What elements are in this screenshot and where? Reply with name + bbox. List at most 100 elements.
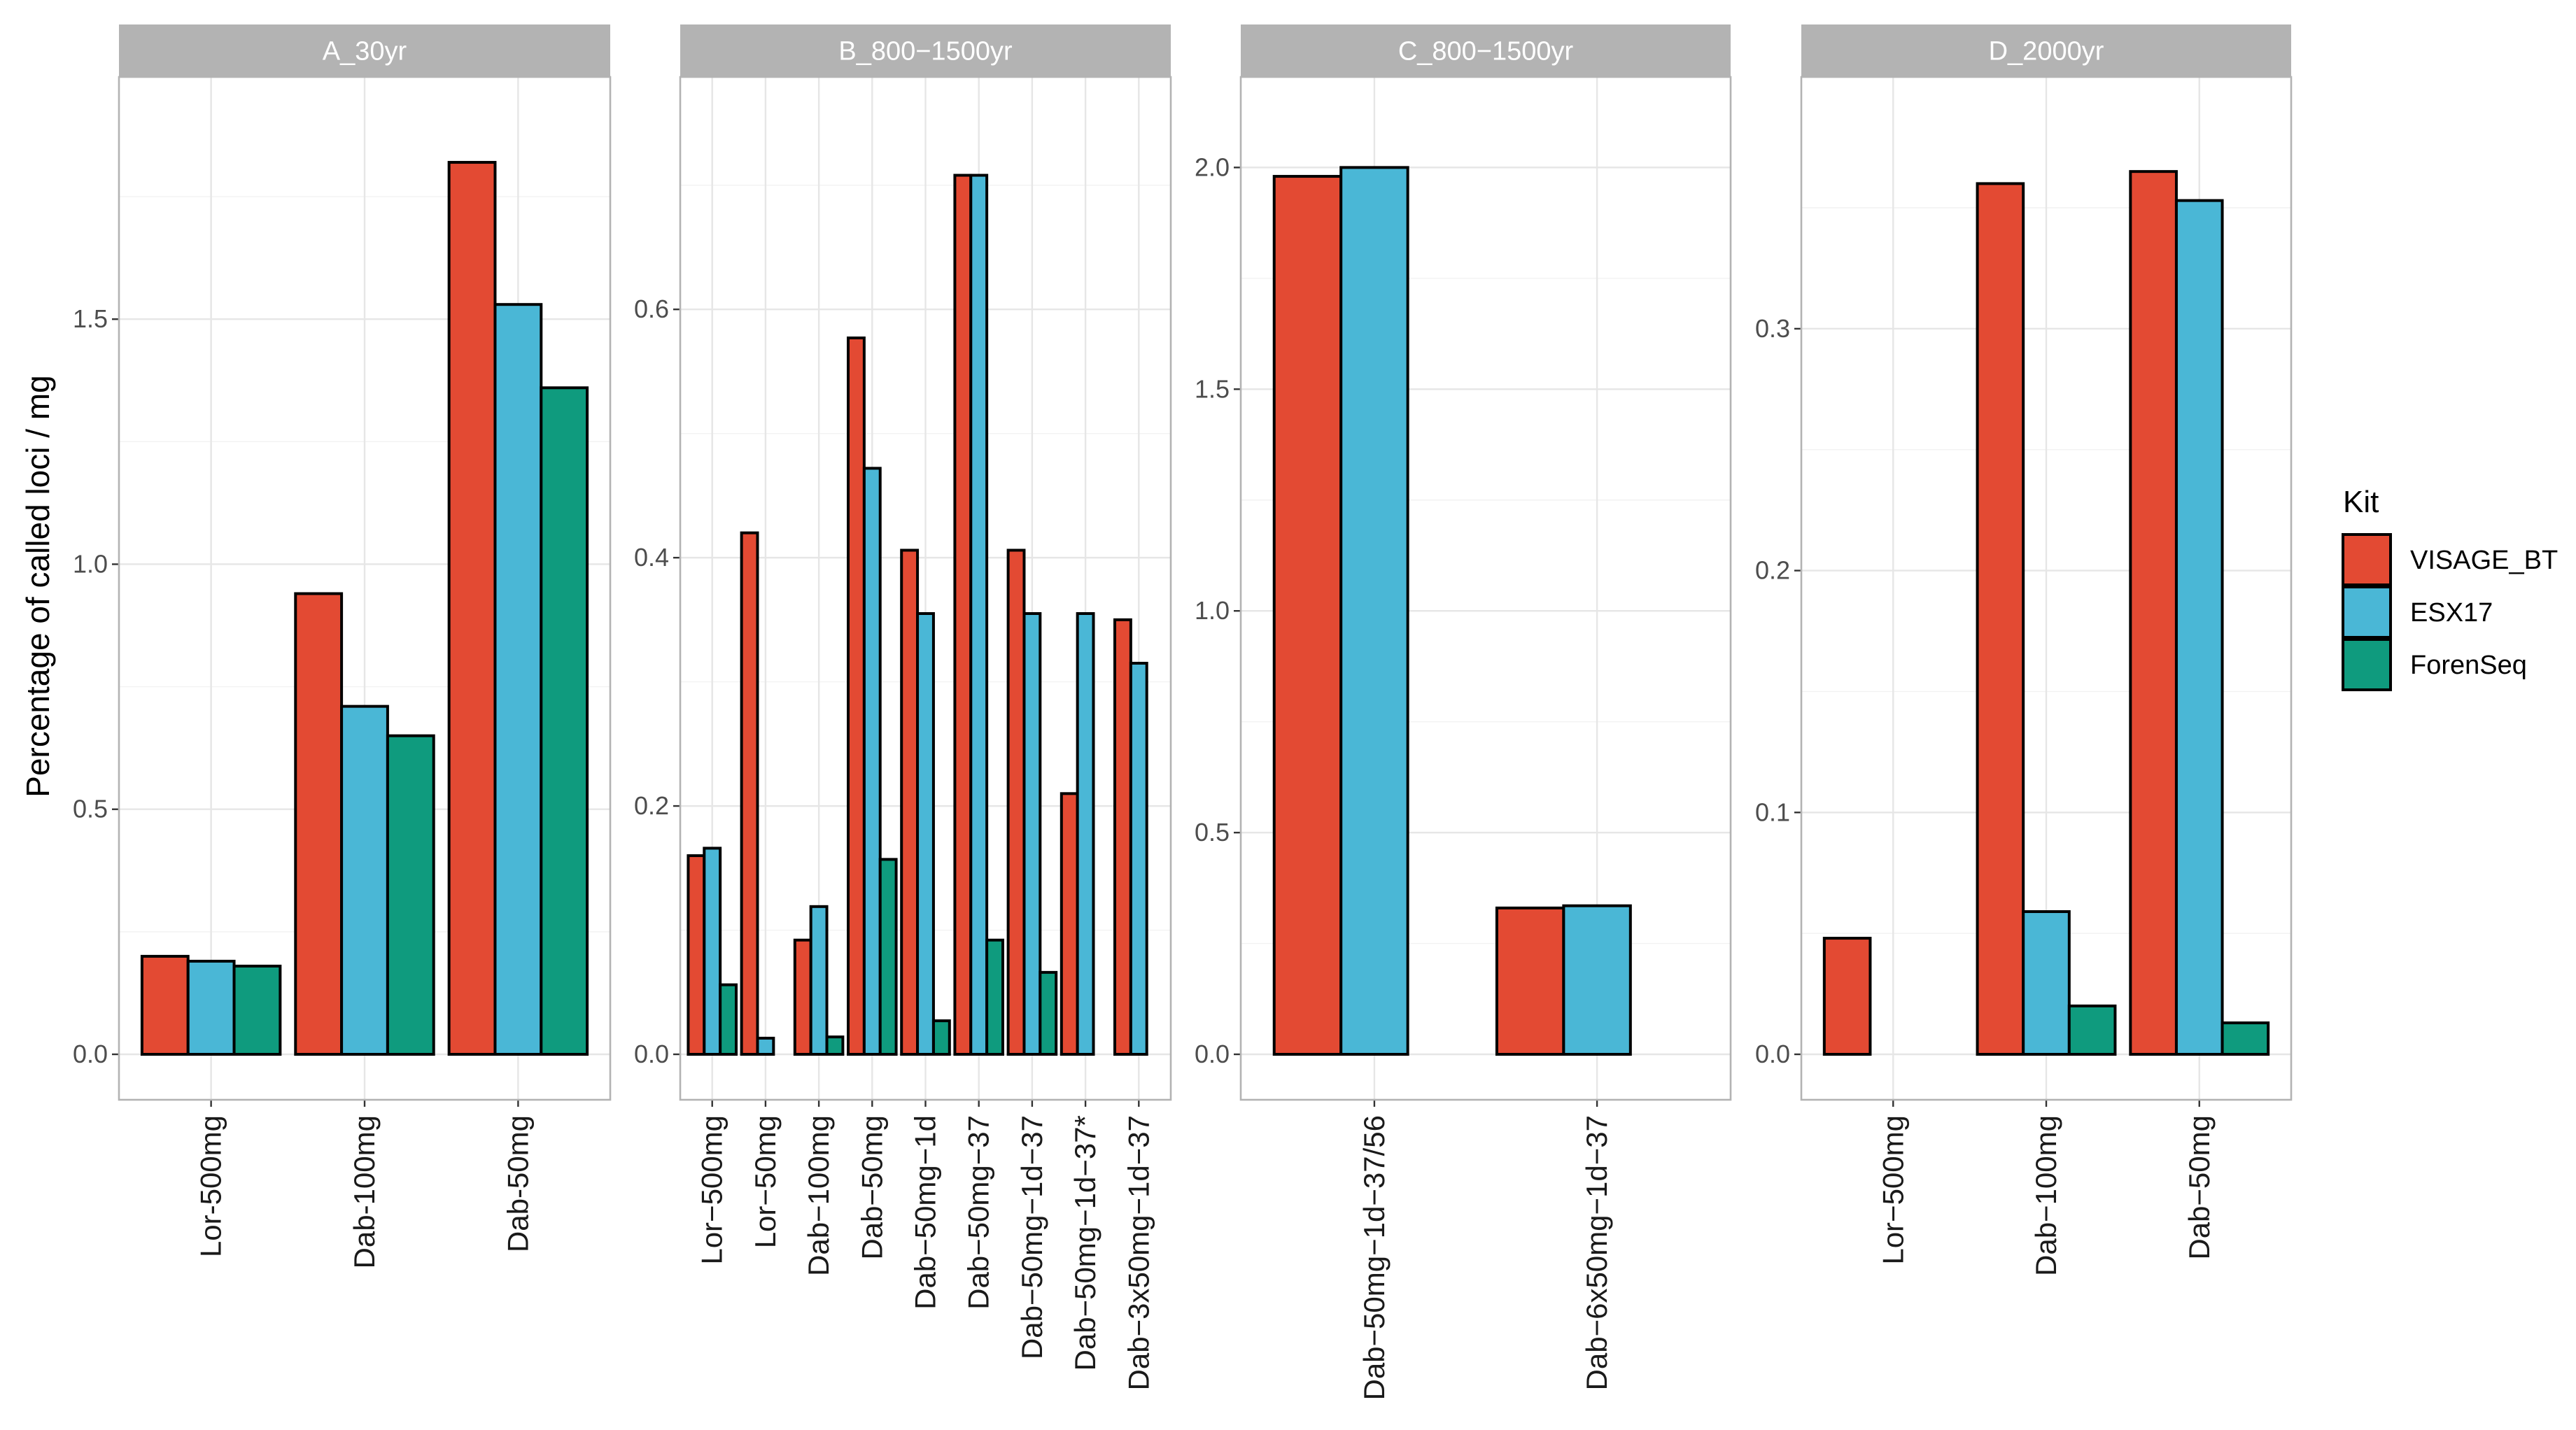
legend-title: Kit: [2343, 485, 2379, 519]
x-tick-label: Dab−50mg−37: [962, 1115, 995, 1310]
x-tick-label: Dab−50mg−1d−37/56: [1358, 1115, 1391, 1401]
y-axis-label: Percentage of called loci / mg: [20, 375, 56, 797]
bar: [969, 174, 989, 1056]
bar: [756, 1036, 775, 1056]
bar: [900, 548, 920, 1056]
x-tick-label: Dab−3x50mg−1d−37: [1122, 1115, 1155, 1390]
panel-border: [1800, 76, 2293, 1101]
bar: [232, 964, 282, 1056]
bar: [2220, 1021, 2270, 1056]
facet-panel: B_800−1500yr 0.0 0.2 0.4 0.6 Lor−500mg Lor−50m…: [634, 24, 1172, 1390]
legend: Kit VISAGE_BT ESX17 ForenSeq: [2342, 485, 2558, 691]
facet-panel: D_2000yr 0.0 0.1 0.2 0.3 Lor−500mg Dab−100mg Da…: [1755, 24, 2293, 1276]
y-tick-label: 0.4: [634, 543, 669, 572]
x-tick-label: Dab−50mg−1d−37*: [1069, 1115, 1102, 1371]
bar: [1022, 611, 1042, 1056]
x-tick-label: Dab−100mg: [802, 1115, 835, 1276]
facet-title: D_2000yr: [1989, 37, 2104, 66]
bar: [294, 592, 344, 1056]
facet-panel: C_800−1500yr 0.0 0.5 1.0 1.5 2.0 Dab−50mg−1d−3…: [1195, 24, 1732, 1401]
bar: [1129, 661, 1148, 1056]
bar: [1562, 904, 1632, 1056]
x-tick-label: Lor−500mg: [1876, 1115, 1909, 1265]
bar: [2067, 1004, 2117, 1056]
bar: [1976, 182, 2025, 1056]
y-tick-label: 0.2: [634, 791, 669, 820]
bar: [847, 337, 866, 1056]
bar: [1060, 792, 1079, 1056]
x-tick-label: Lor−50mg: [749, 1115, 782, 1248]
y-tick-label: 1.5: [73, 304, 108, 333]
bar: [931, 1019, 951, 1056]
y-tick-label: 0.6: [634, 295, 669, 323]
y-tick-label: 1.0: [73, 549, 108, 578]
bar: [386, 734, 435, 1056]
bar: [2174, 199, 2224, 1056]
panel-border: [118, 76, 612, 1101]
legend-label: ForenSeq: [2410, 651, 2527, 680]
bar: [1495, 906, 1565, 1056]
x-tick-label: Dab−100mg: [2029, 1115, 2062, 1276]
facet-strip: [1801, 24, 2291, 77]
x-tick-label: Dab−50mg−1d: [909, 1115, 942, 1310]
x-tick-label: Lor−500mg: [696, 1115, 729, 1265]
bar: [1039, 970, 1058, 1056]
y-tick-label: 0.2: [1755, 556, 1790, 585]
y-tick-label: 0.5: [1195, 818, 1230, 847]
legend-swatch: [2342, 638, 2392, 691]
x-tick-label: Dab−50mg−1d−37: [1015, 1115, 1048, 1359]
bar: [1006, 548, 1026, 1056]
x-tick-label: Lor-500mg: [195, 1115, 227, 1257]
legend-swatch: [2342, 586, 2392, 639]
bar: [985, 938, 1004, 1056]
y-tick-label: 2.0: [1195, 153, 1230, 181]
bar: [340, 705, 389, 1056]
bar: [719, 983, 738, 1056]
bar: [703, 847, 722, 1056]
facet-strip: [1241, 24, 1731, 77]
legend-swatch: [2342, 533, 2392, 586]
y-tick-label: 1.5: [1195, 374, 1230, 403]
x-tick-label: Dab−50mg: [2183, 1115, 2216, 1260]
x-tick-label: Dab−50mg: [855, 1115, 888, 1260]
panel-border: [679, 76, 1172, 1101]
y-tick-label: 1.0: [1195, 596, 1230, 625]
y-tick-label: 0.5: [73, 795, 108, 823]
bar: [809, 905, 829, 1056]
x-tick-label: Dab−6x50mg−1d−37: [1580, 1115, 1613, 1390]
panel-border: [1239, 76, 1732, 1101]
facet-title: B_800−1500yr: [838, 37, 1013, 66]
x-tick-label: Dab-50mg: [501, 1115, 534, 1252]
bar: [1076, 611, 1095, 1056]
bar: [186, 959, 236, 1056]
y-tick-label: 0.3: [1755, 314, 1790, 343]
y-tick-label: 0.0: [1195, 1040, 1230, 1068]
bar: [1113, 618, 1132, 1056]
facet-title: A_30yr: [323, 37, 407, 66]
facet-title: C_800−1500yr: [1398, 37, 1574, 66]
bar: [1822, 937, 1872, 1056]
bar: [447, 161, 497, 1056]
x-tick-label: Dab-100mg: [348, 1115, 381, 1268]
bar: [1272, 175, 1343, 1056]
bar: [687, 854, 706, 1056]
bar: [140, 954, 190, 1056]
facet-strip: [680, 24, 1171, 77]
y-tick-label: 0.0: [73, 1040, 108, 1068]
bar: [953, 174, 973, 1056]
bar: [1339, 166, 1409, 1056]
bar: [793, 938, 812, 1056]
bar: [540, 386, 589, 1056]
facet-panel: A_30yr 0.0 0.5 1.0 1.5 Lor-500mg Dab-100mg Dab-…: [73, 24, 612, 1268]
bar: [493, 303, 543, 1056]
facet-strip: [119, 24, 610, 77]
bar: [862, 467, 882, 1056]
y-tick-label: 0.0: [1755, 1040, 1790, 1068]
y-tick-label: 0.0: [634, 1040, 669, 1068]
bar: [740, 531, 759, 1056]
bar: [916, 611, 935, 1056]
facet-panels: A_30yr 0.0 0.5 1.0 1.5 Lor-500mg Dab-100mg Dab-…: [73, 24, 2293, 1401]
bar: [2129, 170, 2178, 1056]
legend-label: VISAGE_BT: [2410, 546, 2558, 575]
